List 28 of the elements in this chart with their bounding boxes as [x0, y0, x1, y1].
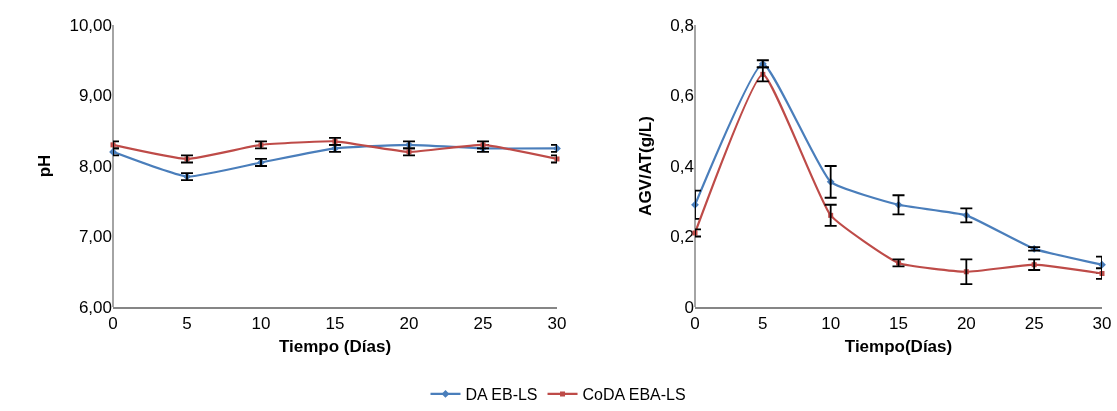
- x-tick-label: 20: [956, 314, 976, 334]
- x-tick-label: 10: [251, 314, 271, 334]
- x-axis-title: Tiempo(Días): [844, 337, 953, 357]
- y-tick-label: 0,6: [670, 86, 694, 106]
- y-tick-label: 8,00: [78, 156, 112, 176]
- y-tick-label: 0,2: [670, 227, 694, 247]
- y-axis-title: AGV/AT(g/L): [635, 116, 655, 216]
- y-tick-label: 10,00: [69, 15, 112, 35]
- legend-label: CoDA EBA-LS: [582, 386, 686, 404]
- y-tick-label: 9,00: [78, 86, 112, 106]
- y-tick-label: 7,00: [78, 227, 112, 247]
- y-tick-label: 0: [684, 297, 694, 317]
- x-tick-label: 5: [758, 314, 768, 334]
- x-tick-label: 20: [399, 314, 419, 334]
- y-axis-title: pH: [35, 154, 54, 178]
- legend-label: DA EB-LS: [465, 386, 538, 404]
- x-tick-label: 30: [1092, 314, 1112, 334]
- x-tick-label: 10: [821, 314, 841, 334]
- x-tick-label: 25: [473, 314, 493, 334]
- x-tick-label: 30: [547, 314, 567, 334]
- y-tick-label: 0,8: [670, 15, 694, 35]
- x-tick-label: 15: [325, 314, 345, 334]
- x-axis-title: Tiempo (Días): [278, 337, 392, 357]
- y-tick-label: 0,4: [670, 156, 694, 176]
- x-tick-label: 15: [889, 314, 908, 334]
- x-tick-label: 5: [182, 314, 192, 334]
- x-tick-label: 25: [1024, 314, 1044, 334]
- y-tick-label: 6,00: [78, 297, 112, 317]
